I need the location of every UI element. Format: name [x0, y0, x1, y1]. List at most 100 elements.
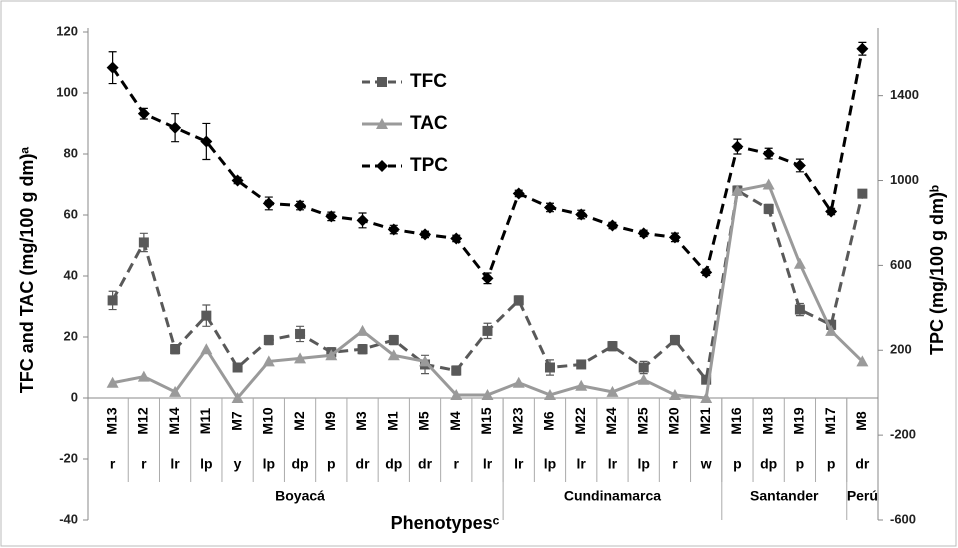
legend-label: TAC — [410, 113, 448, 134]
y-tick-label: -20 — [59, 450, 78, 465]
data-point — [762, 147, 775, 160]
x-tick-label: M24 — [603, 407, 619, 434]
y-tick-label: 100 — [56, 84, 78, 99]
legend-marker — [376, 118, 388, 129]
data-point — [544, 362, 555, 373]
data-point — [793, 257, 806, 269]
data-point — [388, 335, 399, 346]
phenotype-label: lp — [544, 456, 556, 472]
phenotype-label: dr — [356, 456, 371, 472]
data-point — [793, 159, 806, 172]
data-point — [575, 208, 588, 221]
data-point — [169, 385, 182, 397]
legend-label: TPC — [410, 155, 448, 176]
x-tick-label: M1 — [384, 411, 400, 431]
y-tick-label: 20 — [64, 328, 78, 343]
data-point — [700, 266, 713, 279]
y-tick-label: 0 — [71, 389, 78, 404]
data-point — [387, 223, 400, 236]
region-label: Perú — [847, 488, 878, 504]
x-tick-label: M13 — [103, 407, 119, 434]
data-point — [262, 197, 275, 210]
x-tick-label: M14 — [166, 407, 182, 434]
data-point — [638, 362, 649, 373]
data-point — [263, 335, 274, 346]
y2-tick-label: 600 — [890, 257, 912, 272]
phenotype-label: lp — [263, 456, 275, 472]
data-point — [826, 319, 837, 330]
phenotype-label: dr — [418, 456, 433, 472]
data-point — [106, 376, 119, 388]
y2-axis-label: TPC (mg/100 g dm)ᵇ — [927, 185, 947, 355]
data-point — [543, 201, 556, 214]
data-point — [700, 392, 713, 403]
phenotype-label: p — [827, 456, 836, 472]
phenotype-label: r — [454, 456, 460, 472]
data-point — [606, 219, 619, 232]
x-tick-label: M20 — [666, 407, 682, 434]
data-point — [856, 355, 869, 367]
data-point — [731, 140, 744, 153]
phenotype-label: r — [141, 456, 147, 472]
phenotype-label: dp — [760, 456, 777, 472]
data-point — [482, 325, 493, 336]
data-point — [201, 310, 212, 321]
data-point — [137, 370, 150, 382]
x-tick-label: M8 — [853, 411, 869, 431]
phenotype-label: dr — [855, 456, 870, 472]
data-point — [169, 121, 182, 134]
data-point — [295, 328, 306, 339]
series-line — [111, 188, 864, 384]
region-label: Santander — [750, 488, 819, 504]
x-tick-label: M25 — [634, 407, 650, 434]
y2-tick-label: 1000 — [890, 172, 919, 187]
x-tick-label: M17 — [822, 407, 838, 434]
data-point — [825, 324, 838, 336]
phenotype-label: p — [733, 456, 742, 472]
x-tick-label: M21 — [697, 407, 713, 434]
data-point — [106, 61, 119, 74]
data-point — [325, 349, 338, 361]
x-tick-label: M6 — [541, 411, 557, 431]
region-label: Cundinamarca — [564, 488, 661, 504]
data-point — [294, 352, 307, 364]
y-tick-label: -40 — [59, 511, 78, 526]
x-tick-label: M4 — [447, 411, 463, 431]
x-tick-label: M11 — [197, 408, 213, 435]
x-tick-label: M15 — [478, 407, 494, 434]
data-point — [668, 231, 681, 244]
x-tick-label: M2 — [291, 411, 307, 431]
y-tick-label: 60 — [64, 206, 78, 221]
x-tick-label: M3 — [353, 411, 369, 431]
y-tick-label: 40 — [64, 267, 78, 282]
phenotype-label: lr — [608, 456, 618, 472]
data-point — [575, 379, 588, 391]
data-point — [637, 227, 650, 240]
data-point — [481, 272, 494, 285]
data-point — [170, 344, 181, 355]
data-point — [763, 203, 774, 214]
data-point — [731, 184, 744, 196]
x-axis-label: Phenotypesᶜ — [391, 513, 500, 533]
data-point — [231, 392, 244, 403]
x-tick-label: M23 — [509, 407, 525, 434]
phenotype-label: lr — [483, 456, 493, 472]
phenotype-label: w — [700, 456, 712, 472]
x-tick-label: M19 — [791, 407, 807, 434]
data-point — [138, 237, 149, 248]
phenotype-label: p — [327, 456, 336, 472]
phenotype-label: dp — [292, 456, 309, 472]
data-point — [450, 388, 463, 400]
y-tick-label: 80 — [64, 145, 78, 160]
series-line — [111, 48, 864, 282]
phenotype-label: p — [796, 456, 805, 472]
x-tick-label: M16 — [728, 407, 744, 434]
phenotype-label: lp — [637, 456, 649, 472]
phenotype-label: r — [110, 456, 116, 472]
data-point — [576, 359, 587, 370]
x-tick-label: M5 — [416, 411, 432, 431]
data-point — [262, 355, 275, 367]
data-point — [450, 232, 463, 245]
